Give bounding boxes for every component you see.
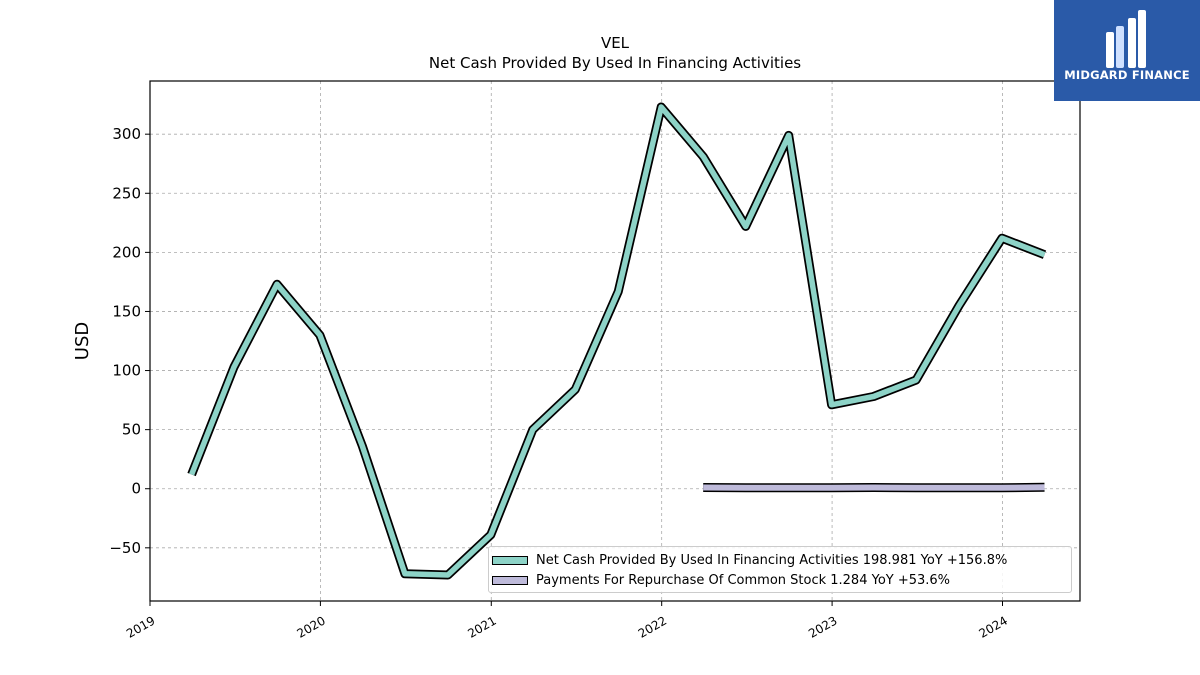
logo-mark-icon: [1106, 10, 1146, 68]
y-tick-label: 200: [112, 243, 141, 261]
y-tick-label: 50: [122, 421, 141, 439]
x-tick-label: 2021: [465, 613, 498, 640]
x-tick-label: 2023: [806, 613, 839, 640]
series-layer: [187, 102, 1047, 580]
legend-entry-repurchase: Payments For Repurchase Of Common Stock …: [489, 570, 950, 590]
x-axis-ticks: 2019 2020 2021 2022 2023 2024: [124, 601, 1010, 641]
y-tick-label: 0: [131, 480, 141, 498]
y-tick-label: 300: [112, 125, 141, 143]
legend-swatch-financing: [492, 555, 528, 565]
y-tick-label: 250: [112, 184, 141, 202]
x-tick-label: 2020: [294, 613, 327, 640]
y-axis-ticks: −50 0 50 100 150 200 250 300: [109, 125, 150, 557]
chart-title: VEL: [601, 34, 630, 52]
series-0: [187, 102, 1047, 580]
y-axis-label: USD: [72, 322, 93, 360]
legend-label-financing: Net Cash Provided By Used In Financing A…: [536, 552, 1008, 568]
plot-frame: [149, 80, 1081, 602]
y-tick-label: −50: [109, 539, 141, 557]
chart-subtitle: Net Cash Provided By Used In Financing A…: [429, 54, 801, 72]
x-tick-label: 2022: [636, 613, 669, 640]
series-line: [703, 484, 1045, 491]
series-line: [189, 104, 1046, 578]
brand-logo: MIDGARD FINANCE: [1054, 0, 1200, 101]
legend-label-repurchase: Payments For Repurchase Of Common Stock …: [536, 572, 951, 588]
legend-swatch-repurchase: [492, 575, 528, 585]
legend: Net Cash Provided By Used In Financing A…: [488, 546, 1072, 593]
logo-text: MIDGARD FINANCE: [1064, 68, 1190, 82]
y-tick-label: 100: [112, 362, 141, 380]
x-tick-label: 2019: [124, 613, 157, 640]
series-1: [703, 482, 1045, 493]
y-tick-label: 150: [112, 302, 141, 320]
legend-entry-financing: Net Cash Provided By Used In Financing A…: [489, 550, 1007, 570]
x-tick-label: 2024: [977, 613, 1010, 640]
